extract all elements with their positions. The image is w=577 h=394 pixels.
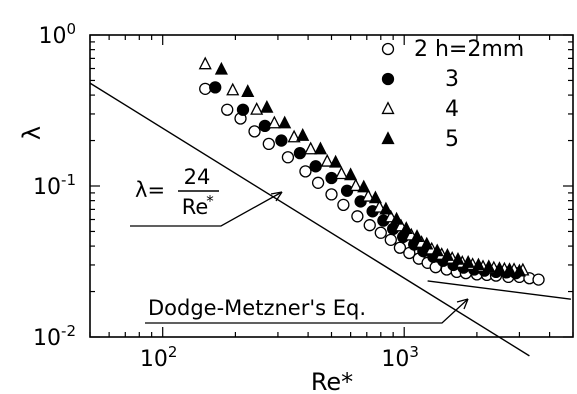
series-4-point xyxy=(420,236,434,250)
series-1-point xyxy=(384,233,397,246)
y-tick-label: 100 xyxy=(38,20,76,49)
series-4-point xyxy=(430,243,444,257)
series-4-point xyxy=(296,128,310,141)
series-1-point xyxy=(363,219,376,232)
series-3-point xyxy=(267,115,281,129)
formula-leader-line xyxy=(130,191,283,227)
series-1-point xyxy=(325,188,338,201)
legend: 2 h=2mm 3 4 5 xyxy=(381,37,524,152)
dodge-metzner-label: Dodge-Metzner's Eq. xyxy=(148,296,366,320)
legend-label-1: 2 h=2mm xyxy=(414,37,524,62)
formula-numerator: 24 xyxy=(184,165,211,189)
series-4-point xyxy=(492,261,507,275)
legend-label-2: 3 xyxy=(445,67,459,92)
series-3-point xyxy=(320,153,334,167)
series-2-point xyxy=(293,147,307,160)
series-4-point xyxy=(502,262,517,276)
series-1-point xyxy=(311,176,325,189)
series-2-point xyxy=(275,134,288,147)
series-1-point xyxy=(351,210,364,223)
series-4-point xyxy=(278,115,292,129)
series-4-point xyxy=(379,201,393,215)
series-3-point xyxy=(198,56,212,70)
y-tick-label: 10-1 xyxy=(33,171,76,200)
series-4-point xyxy=(260,99,274,113)
series-4-point xyxy=(440,248,454,261)
dodge-metzner-leader-line xyxy=(145,298,469,324)
series-1-point xyxy=(221,103,234,116)
series-1-point xyxy=(337,198,350,212)
series-4-point xyxy=(357,179,371,193)
x-tick-labels: 102 103 xyxy=(140,343,419,372)
series-1-point xyxy=(248,125,261,138)
series-4-point xyxy=(399,221,413,234)
x-tick-label: 103 xyxy=(381,343,419,372)
series-4-point xyxy=(390,211,404,225)
formula-lhs: λ= xyxy=(135,178,165,202)
series-2-point xyxy=(258,119,272,133)
dodge-metzner-arrowhead xyxy=(456,298,469,310)
series-4-point xyxy=(329,154,343,168)
series-4-point xyxy=(451,251,465,265)
legend-marker-3 xyxy=(381,101,395,115)
formula-arrowhead xyxy=(270,191,283,202)
series-3-point xyxy=(226,82,240,96)
series-1-point xyxy=(262,137,275,151)
legend-marker-4 xyxy=(381,131,395,145)
series-3-point xyxy=(250,101,264,115)
series-4-point xyxy=(313,141,328,155)
x-tick-label: 102 xyxy=(140,343,178,372)
series-3-point xyxy=(287,129,301,143)
series-1-point xyxy=(299,165,312,178)
series-3-point xyxy=(334,166,349,180)
series-4-point xyxy=(482,259,496,273)
series-4-point xyxy=(241,84,255,97)
dodge-metzner-line xyxy=(427,280,571,300)
series-1-point xyxy=(281,151,295,164)
series-3-point xyxy=(349,178,363,192)
series-2-point xyxy=(236,103,250,116)
series-4-point xyxy=(368,190,382,204)
series-1-point xyxy=(393,241,407,254)
y-axis-title: λ xyxy=(18,126,46,140)
formula-denominator: Re xyxy=(182,195,209,219)
series-3-point xyxy=(361,188,375,202)
legend-marker-1 xyxy=(381,42,395,56)
series-4-point xyxy=(512,263,526,277)
series-2-point xyxy=(325,171,338,185)
series-1-point xyxy=(199,82,212,95)
dodge-metzner-annotation: Dodge-Metzner's Eq. xyxy=(145,296,469,324)
laminar-formula: λ= 24 Re * xyxy=(130,165,283,227)
series-1-point xyxy=(532,273,545,286)
x-axis-title: Re* xyxy=(311,368,353,394)
series-3-point xyxy=(304,141,318,155)
axis-ticks xyxy=(89,34,574,338)
series-1-point xyxy=(374,226,387,239)
series-4-point xyxy=(471,257,486,271)
legend-label-4: 5 xyxy=(445,127,459,152)
formula-star: * xyxy=(206,192,214,210)
series-4-point xyxy=(344,167,358,181)
y-tick-labels: 100 10-1 10-2 xyxy=(33,20,76,351)
data-points xyxy=(198,56,545,286)
series-4-point xyxy=(410,229,424,243)
series-4-point xyxy=(461,255,475,268)
legend-marker-2 xyxy=(381,72,395,86)
legend-label-3: 4 xyxy=(445,97,459,122)
series-4-point xyxy=(214,61,228,75)
series-2-point xyxy=(209,81,222,94)
series-2-point xyxy=(309,160,322,173)
y-tick-label: 10-2 xyxy=(33,322,76,351)
